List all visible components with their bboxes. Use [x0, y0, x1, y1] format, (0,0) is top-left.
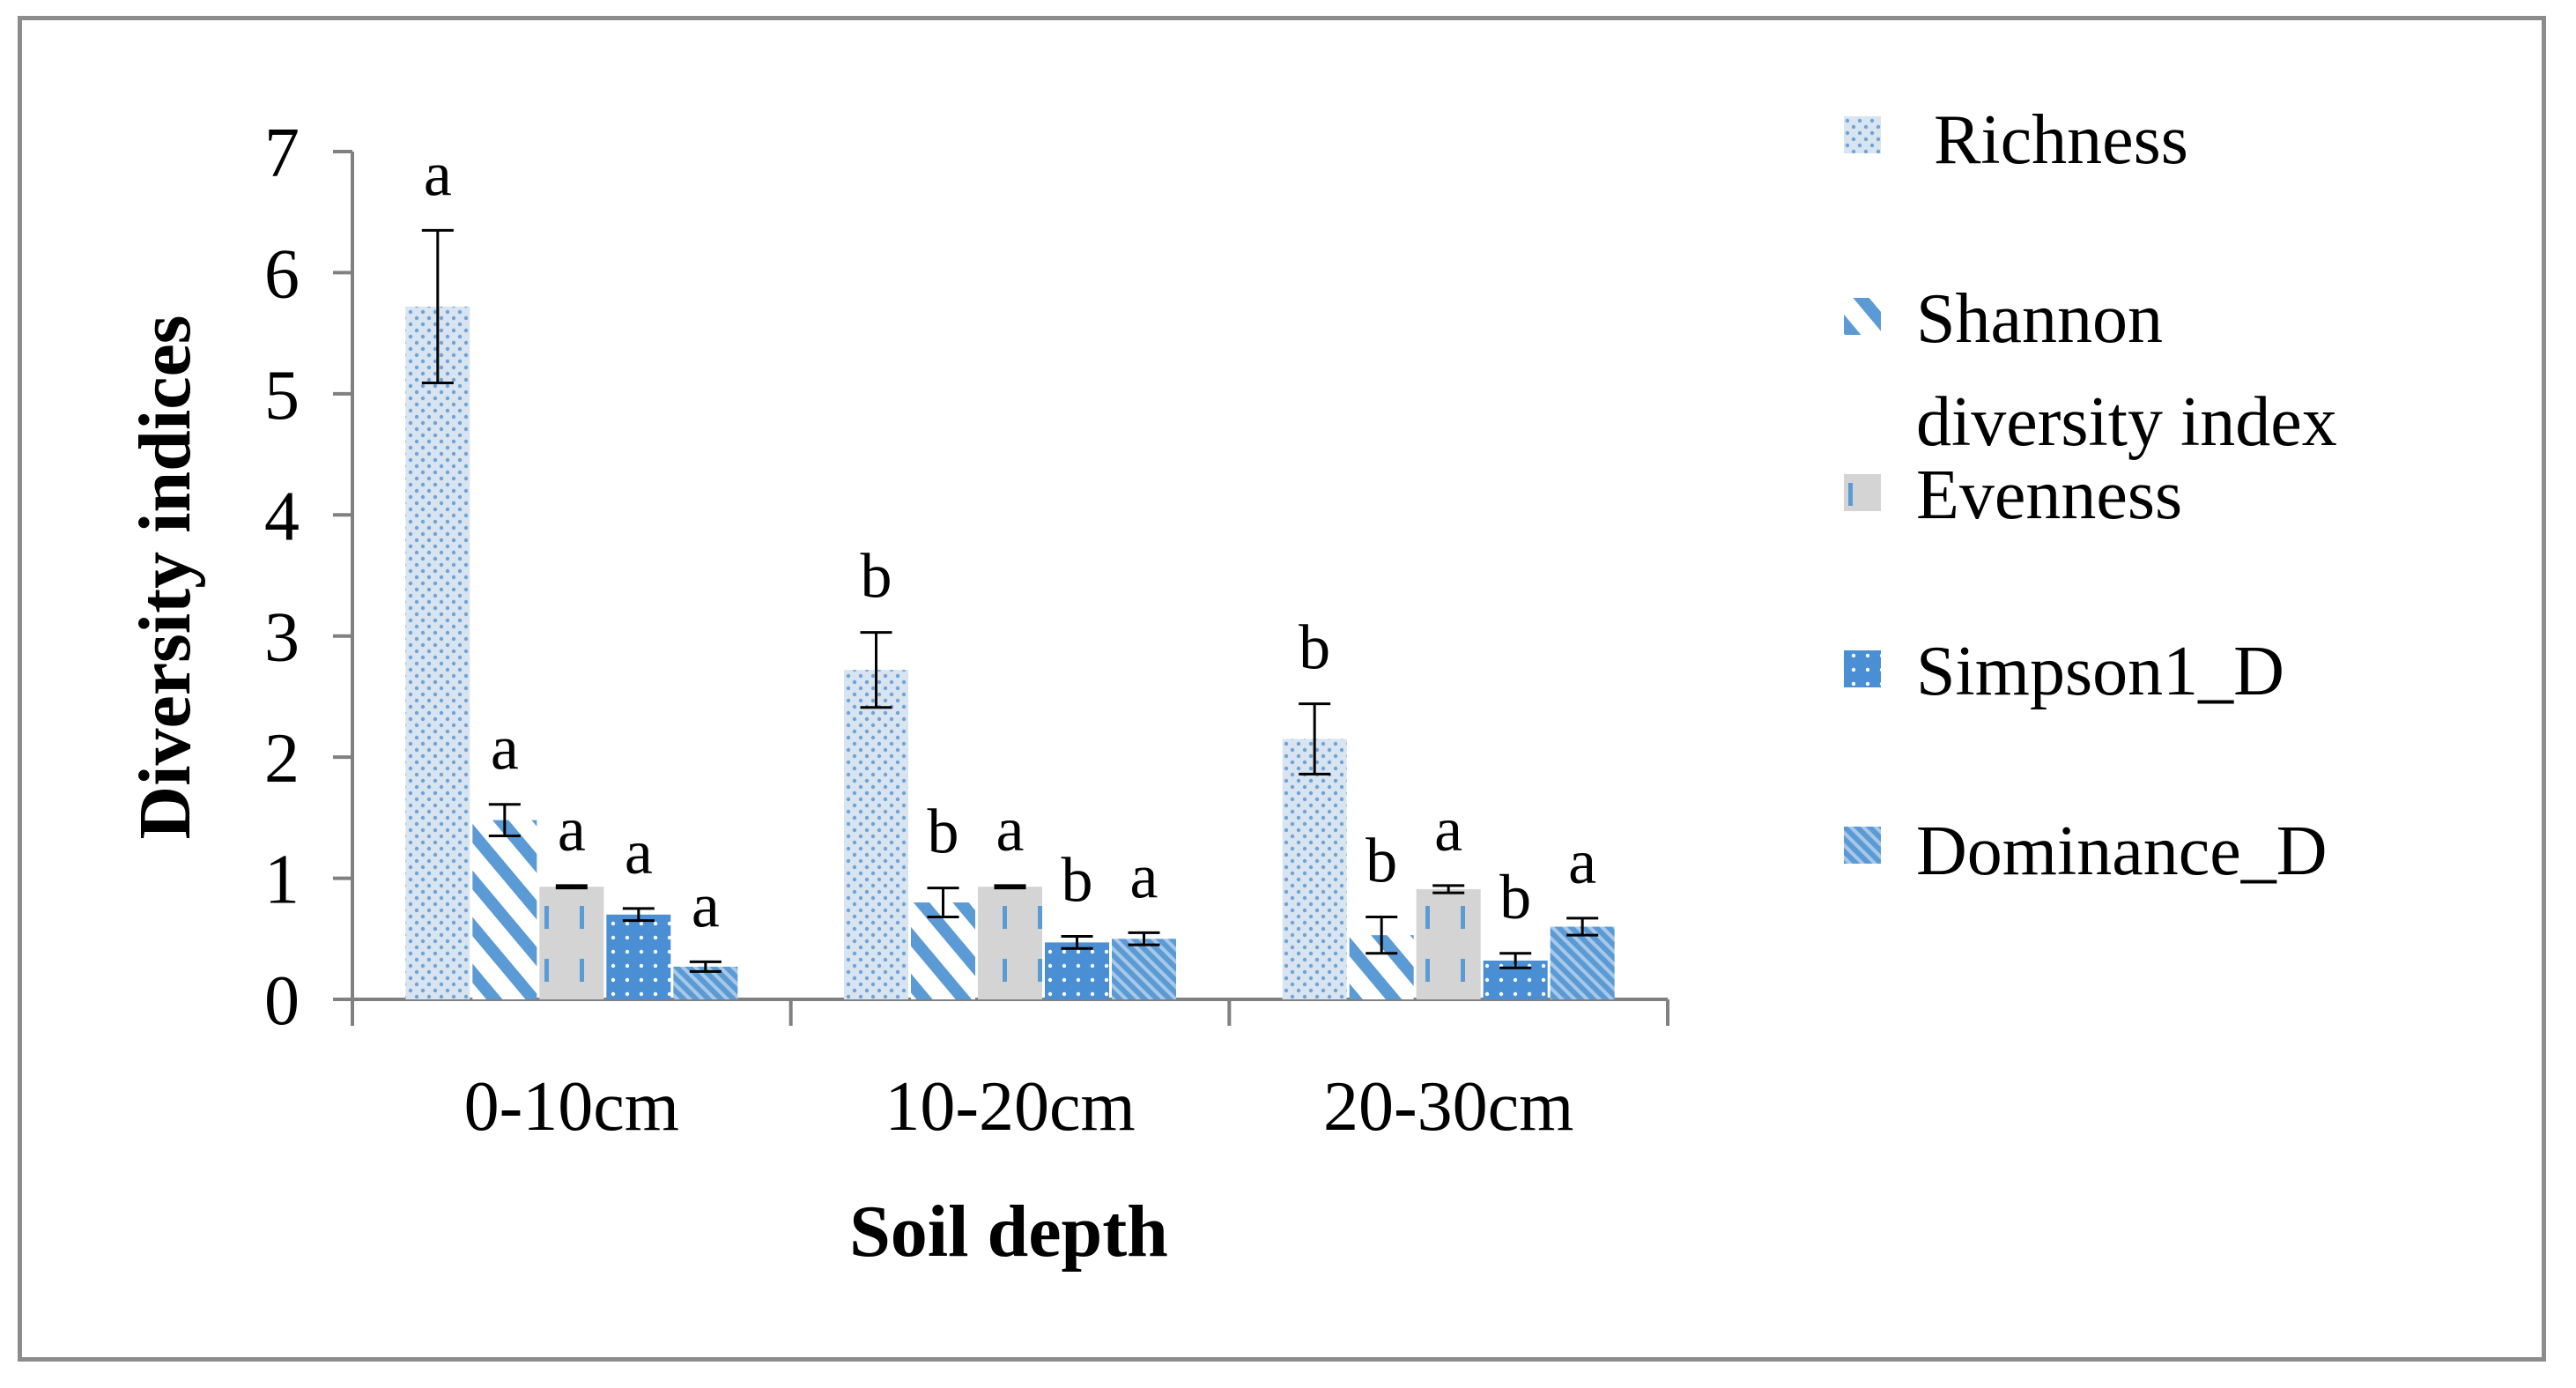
y-tick-label: 4	[264, 478, 300, 555]
bars	[405, 306, 1615, 999]
category-labels: 0-10cm 10-20cm 20-30cm	[464, 1068, 1574, 1146]
legend-label-shannon-line2: diversity index	[1916, 383, 2337, 461]
significance-letter: a	[491, 713, 519, 783]
bar	[1282, 739, 1347, 999]
significance-letter: a	[558, 794, 586, 865]
significance-letter: a	[1434, 794, 1462, 865]
significance-letter: a	[1130, 841, 1158, 911]
significance-letter: b	[861, 541, 892, 612]
significance-letter: b	[928, 797, 959, 867]
y-tick-label: 6	[264, 235, 300, 313]
bar	[606, 914, 671, 999]
y-tick-label: 5	[264, 357, 300, 434]
significance-letter: b	[1366, 826, 1397, 896]
legend-label-evenness: Evenness	[1916, 456, 2182, 534]
legend-swatch-evenness	[1844, 474, 1881, 511]
bar	[472, 820, 537, 999]
legend-label-dominance: Dominance_D	[1916, 813, 2328, 890]
error-bars	[421, 228, 1599, 973]
y-axis-title: Diversity indices	[124, 315, 206, 840]
category-label: 10-20cm	[885, 1068, 1135, 1146]
significance-letter: b	[1499, 862, 1531, 932]
bar	[539, 887, 604, 999]
legend-label-richness: Richness	[1934, 101, 2188, 179]
legend-label-shannon: Shannon	[1916, 280, 2163, 358]
legend-swatch-dominance	[1844, 827, 1881, 864]
legend-label-simpson: Simpson1_D	[1916, 633, 2284, 710]
bar	[1416, 888, 1481, 999]
significance-letter: a	[424, 138, 452, 209]
y-tick-label: 3	[264, 599, 300, 677]
bar	[1550, 926, 1615, 999]
y-tick-label: 1	[264, 842, 300, 919]
bar	[844, 670, 908, 999]
legend-swatch-simpson	[1844, 650, 1881, 687]
significance-letter: a	[625, 817, 653, 887]
significance-letter: b	[1299, 612, 1330, 683]
y-tick-label: 2	[264, 720, 300, 798]
category-label: 0-10cm	[464, 1068, 679, 1146]
significance-letter: a	[692, 870, 720, 940]
significance-letter: b	[1062, 845, 1093, 916]
bar	[1045, 942, 1109, 999]
significance-letter: a	[996, 794, 1025, 865]
legend-swatch-shannon	[1844, 298, 1881, 335]
legend-swatch-richness	[1844, 116, 1881, 153]
x-ticks	[351, 999, 1669, 1026]
bar	[1112, 939, 1176, 999]
y-tick-label: 7	[264, 115, 300, 192]
x-axis-title: Soil depth	[849, 1191, 1168, 1273]
y-tick-label: 0	[264, 962, 300, 1040]
category-label: 20-30cm	[1323, 1068, 1573, 1146]
bar	[911, 902, 975, 999]
y-ticks: 0 1 2 3 4 5 6 7	[264, 115, 352, 1040]
significance-letter: a	[1568, 827, 1596, 897]
bar	[405, 306, 470, 999]
legend: Richness Shannon diversity index Evennes…	[1844, 101, 2337, 890]
bar	[978, 887, 1042, 999]
